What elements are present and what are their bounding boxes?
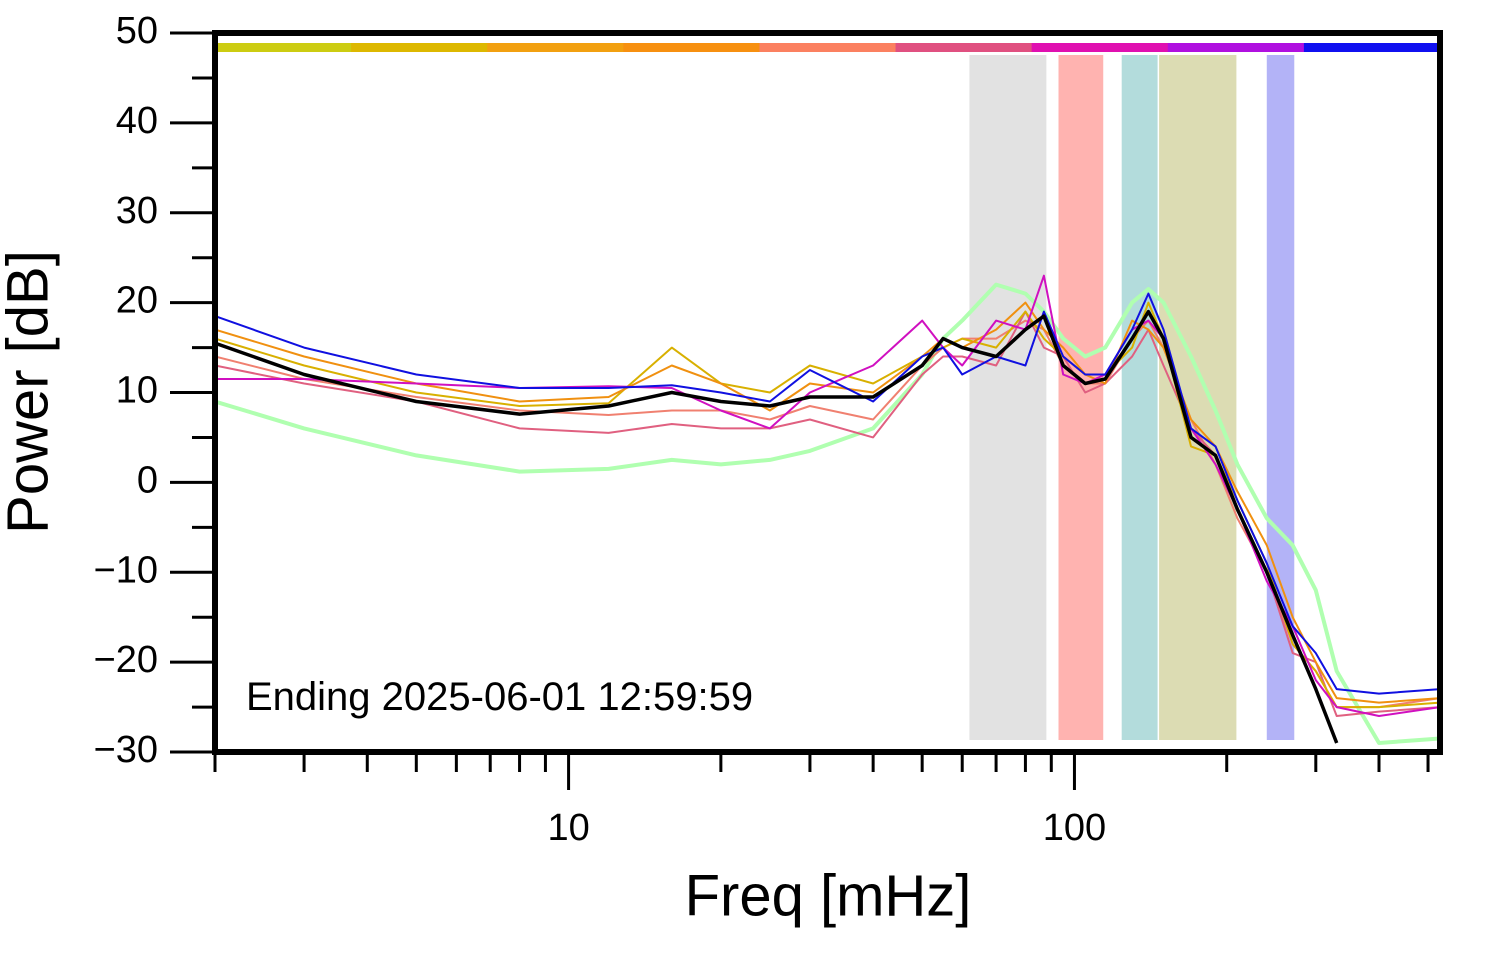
- lines: [215, 274, 1440, 745]
- bands: [969, 55, 1295, 740]
- y-tick-label: −20: [94, 639, 158, 681]
- color-bar-segment: [759, 43, 897, 52]
- color-bar-segment: [487, 43, 624, 52]
- color-bar-segment: [1031, 43, 1169, 52]
- color-bar: [215, 43, 1441, 52]
- y-tick-label: −10: [94, 549, 158, 591]
- band: [969, 55, 1047, 740]
- series-line: [215, 301, 1440, 704]
- x-tick-label: 10: [547, 807, 589, 849]
- color-bar-segment: [895, 43, 1033, 52]
- x-axis-label: Freq [mHz]: [685, 863, 972, 928]
- color-bar-segment: [215, 43, 352, 52]
- color-bar-segment: [623, 43, 760, 52]
- y-tick-label: 0: [137, 459, 158, 501]
- annotation: Ending 2025-06-01 12:59:59: [246, 675, 753, 719]
- color-bar-segment: [351, 43, 488, 52]
- y-tick-label: 20: [116, 280, 158, 322]
- series-line: [215, 274, 1440, 717]
- y-tick-label: 50: [116, 10, 158, 52]
- series-line: [215, 292, 1440, 695]
- y-tick-label: 30: [116, 190, 158, 232]
- y-tick-label: 10: [116, 370, 158, 412]
- series-line: [215, 309, 1339, 744]
- color-bar-segment: [1167, 43, 1305, 52]
- color-bar-segment: [1303, 43, 1441, 52]
- x-tick-label: 100: [1043, 807, 1106, 849]
- y-tick-label: −30: [94, 729, 158, 771]
- y-axis-label: Power [dB]: [0, 250, 60, 534]
- band: [1159, 55, 1237, 740]
- y-tick-label: 40: [116, 100, 158, 142]
- band: [1121, 55, 1158, 740]
- axes: −30 −20 −10 0 10 20 30 40 50 10 100: [94, 10, 1430, 849]
- band: [1058, 55, 1104, 740]
